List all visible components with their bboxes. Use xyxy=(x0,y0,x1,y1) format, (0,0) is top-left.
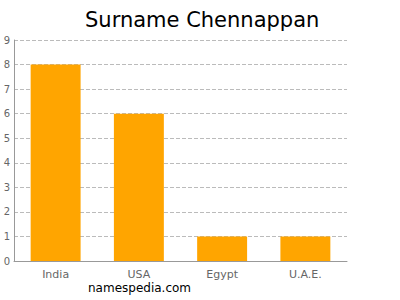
svg-text:4: 4 xyxy=(4,157,10,168)
svg-text:U.A.E.: U.A.E. xyxy=(289,268,322,281)
svg-text:9: 9 xyxy=(4,35,10,46)
svg-text:5: 5 xyxy=(4,133,10,144)
svg-text:namespedia.com: namespedia.com xyxy=(88,281,191,295)
svg-text:3: 3 xyxy=(4,182,10,193)
svg-text:India: India xyxy=(42,268,69,281)
svg-text:0: 0 xyxy=(4,256,10,267)
svg-text:6: 6 xyxy=(4,108,10,119)
svg-text:Egypt: Egypt xyxy=(206,268,238,281)
svg-text:8: 8 xyxy=(4,59,10,70)
svg-text:7: 7 xyxy=(4,84,10,95)
svg-text:1: 1 xyxy=(4,231,10,242)
svg-text:USA: USA xyxy=(127,268,150,281)
svg-text:2: 2 xyxy=(4,206,10,217)
svg-text:Surname Chennappan: Surname Chennappan xyxy=(85,8,319,32)
